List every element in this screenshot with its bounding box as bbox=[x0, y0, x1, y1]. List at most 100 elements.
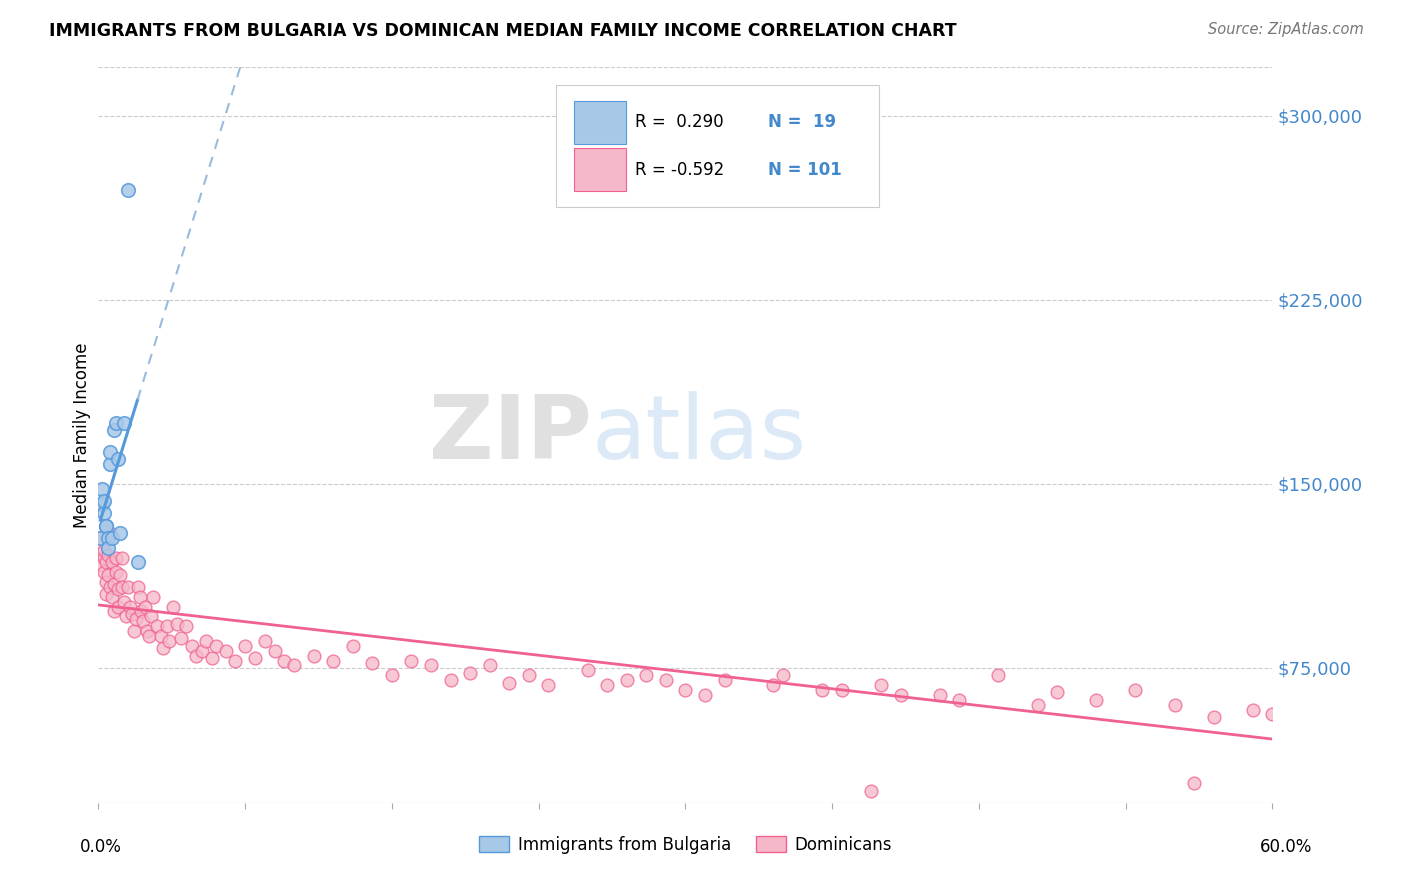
Point bbox=[98, 445, 121, 459]
Point bbox=[675, 683, 697, 698]
Point bbox=[111, 550, 134, 565]
Point bbox=[458, 665, 481, 680]
Point bbox=[169, 632, 191, 646]
Point bbox=[342, 639, 364, 653]
FancyBboxPatch shape bbox=[574, 148, 626, 191]
Point bbox=[762, 678, 785, 692]
Point bbox=[157, 633, 180, 648]
Point bbox=[93, 494, 115, 508]
Point bbox=[772, 668, 794, 682]
Point bbox=[537, 678, 560, 692]
Point bbox=[112, 416, 135, 430]
Point bbox=[381, 668, 404, 682]
Point bbox=[948, 692, 970, 706]
Point bbox=[121, 607, 143, 621]
Point bbox=[89, 531, 111, 545]
Point bbox=[134, 599, 156, 614]
Point bbox=[233, 639, 256, 653]
Point bbox=[107, 452, 129, 467]
Point bbox=[96, 518, 118, 533]
Point bbox=[101, 531, 124, 545]
Text: R = -0.592: R = -0.592 bbox=[636, 161, 724, 179]
Point bbox=[322, 653, 344, 667]
Point bbox=[98, 457, 121, 471]
Point bbox=[831, 683, 853, 698]
Text: N = 101: N = 101 bbox=[768, 161, 841, 179]
Point bbox=[263, 644, 285, 658]
Point bbox=[128, 590, 150, 604]
Point bbox=[138, 629, 160, 643]
Point bbox=[420, 658, 443, 673]
Point bbox=[93, 506, 115, 520]
Point bbox=[96, 555, 118, 569]
Point bbox=[124, 612, 146, 626]
Point bbox=[96, 518, 118, 533]
Point bbox=[890, 688, 912, 702]
Point bbox=[105, 566, 128, 580]
Point bbox=[811, 683, 834, 698]
Point bbox=[117, 182, 139, 196]
Point bbox=[103, 423, 125, 437]
Point bbox=[361, 656, 384, 670]
Point bbox=[1085, 692, 1108, 706]
Point bbox=[616, 673, 638, 687]
Point bbox=[636, 668, 658, 682]
Point bbox=[224, 653, 246, 667]
Point bbox=[146, 619, 169, 633]
Point bbox=[111, 580, 134, 594]
Point bbox=[176, 619, 198, 633]
Point bbox=[576, 664, 599, 678]
Point bbox=[181, 639, 204, 653]
Point bbox=[478, 658, 501, 673]
Point bbox=[517, 668, 540, 682]
Point bbox=[243, 651, 266, 665]
Point bbox=[152, 641, 174, 656]
Point bbox=[103, 577, 125, 591]
Point bbox=[1125, 683, 1147, 698]
Point bbox=[693, 688, 716, 702]
Point bbox=[253, 633, 276, 648]
Point bbox=[987, 668, 1010, 682]
Point bbox=[273, 653, 295, 667]
Point bbox=[108, 567, 131, 582]
FancyBboxPatch shape bbox=[557, 86, 879, 207]
Point bbox=[107, 599, 129, 614]
Point bbox=[141, 609, 163, 624]
Point bbox=[655, 673, 678, 687]
Point bbox=[1241, 703, 1264, 717]
Point bbox=[97, 531, 120, 545]
Point bbox=[713, 673, 735, 687]
Point bbox=[150, 629, 173, 643]
Point bbox=[928, 688, 950, 702]
Point bbox=[439, 673, 461, 687]
Point bbox=[191, 644, 214, 658]
Text: 0.0%: 0.0% bbox=[80, 838, 122, 855]
Point bbox=[302, 648, 325, 663]
Point bbox=[91, 482, 114, 496]
Point bbox=[186, 648, 208, 663]
Point bbox=[117, 580, 139, 594]
Point bbox=[166, 616, 188, 631]
Point bbox=[93, 566, 115, 580]
Point bbox=[136, 624, 159, 639]
Point bbox=[498, 675, 520, 690]
Point bbox=[97, 548, 120, 562]
Point bbox=[162, 599, 184, 614]
Point bbox=[1182, 776, 1205, 790]
Text: R =  0.290: R = 0.290 bbox=[636, 113, 724, 131]
Point bbox=[195, 633, 218, 648]
Point bbox=[214, 644, 236, 658]
Point bbox=[112, 594, 135, 608]
Point bbox=[97, 541, 120, 555]
Point bbox=[105, 550, 128, 565]
Point bbox=[860, 783, 883, 797]
Text: 60.0%: 60.0% bbox=[1260, 838, 1313, 855]
Point bbox=[105, 416, 128, 430]
Point bbox=[205, 639, 228, 653]
Point bbox=[98, 525, 121, 540]
Y-axis label: Median Family Income: Median Family Income bbox=[73, 343, 91, 527]
Point bbox=[97, 567, 120, 582]
Point bbox=[401, 653, 423, 667]
Point bbox=[96, 587, 118, 601]
Point bbox=[89, 531, 111, 545]
